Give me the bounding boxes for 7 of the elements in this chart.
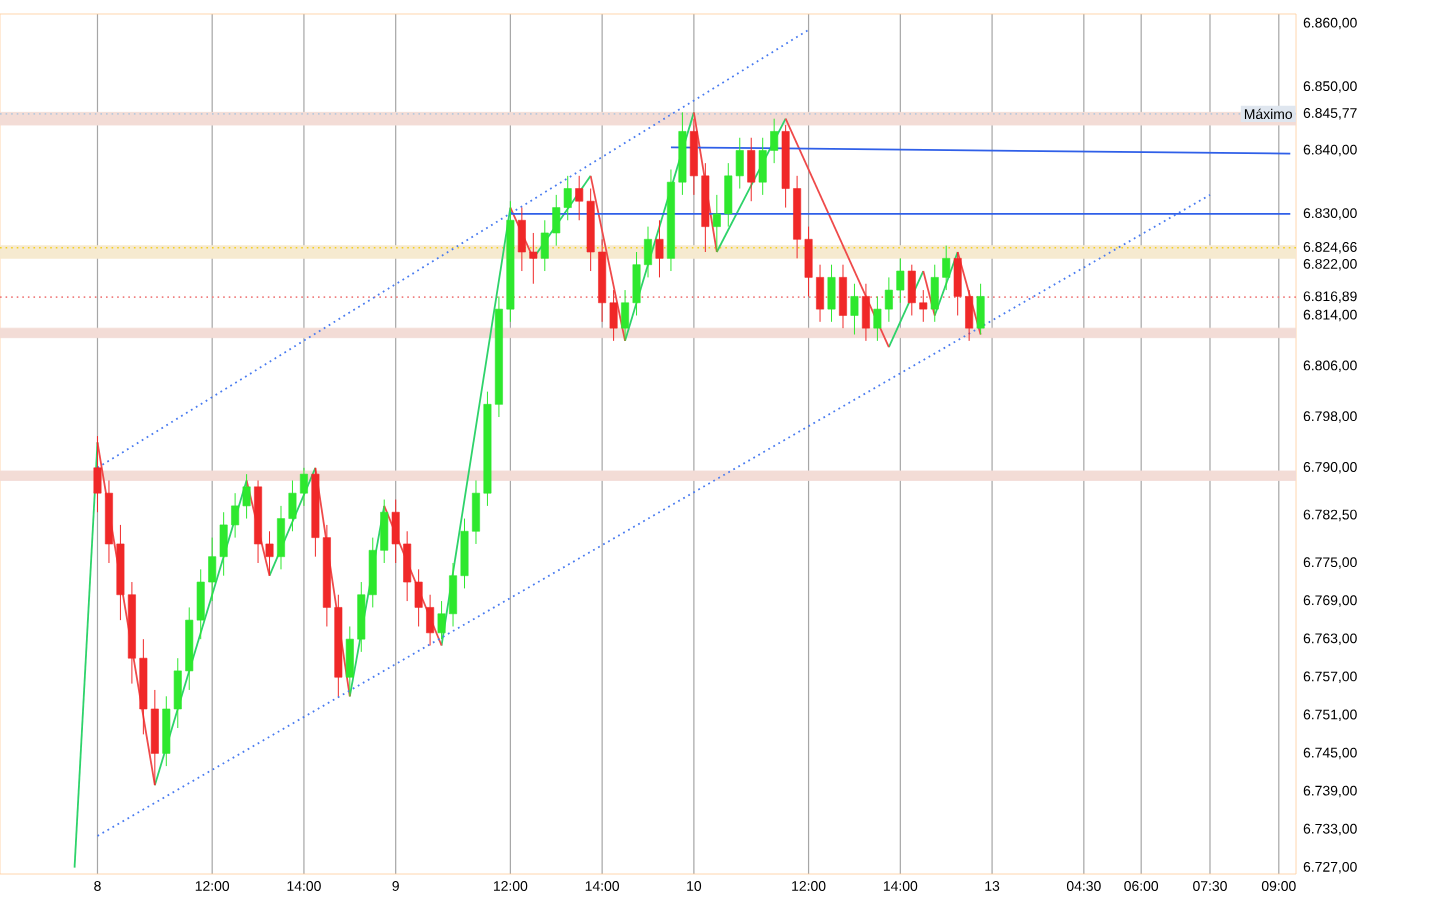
candlestick	[839, 264, 847, 329]
candlestick	[976, 283, 985, 336]
candlestick	[747, 137, 756, 202]
candlestick	[850, 283, 859, 336]
candlestick	[655, 219, 664, 278]
candlestick	[861, 283, 870, 342]
candlestick	[827, 264, 836, 323]
